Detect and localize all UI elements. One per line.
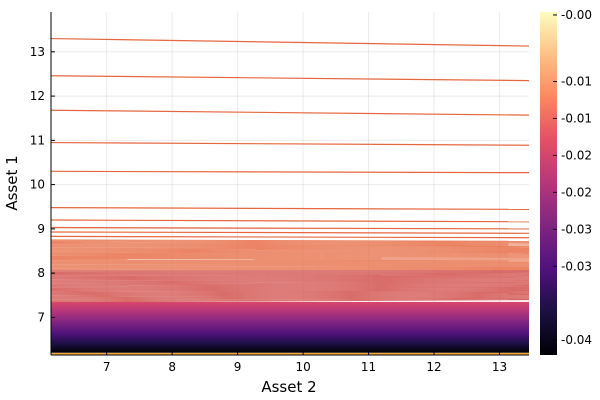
contour-line bbox=[50, 296, 530, 300]
contour-line bbox=[50, 291, 530, 295]
plot-axes bbox=[50, 12, 529, 356]
y-tick-label: 10 bbox=[30, 178, 45, 192]
contour-line bbox=[50, 109, 530, 116]
contour-line bbox=[50, 275, 530, 278]
x-tick-label: 8 bbox=[168, 360, 176, 374]
colorbar: -0.04 -0.03 -0.03 -0.02 -0.02 -0.01 -0.01 -0.00 bbox=[540, 8, 592, 355]
tick-labels: 7 8 9 10 11 12 13 7 8 9 10 11 12 13 bbox=[30, 45, 507, 374]
contour-line bbox=[50, 239, 530, 242]
contour-line bbox=[50, 242, 530, 245]
contour-line bbox=[50, 274, 530, 277]
x-tick-label: 7 bbox=[103, 360, 111, 374]
colorbar-tick-label: -0.03 bbox=[561, 222, 592, 236]
contour-lines bbox=[50, 37, 530, 356]
colorbar-tick-label: -0.00 bbox=[561, 8, 592, 22]
contour-line bbox=[50, 250, 530, 253]
contour-line bbox=[50, 240, 530, 243]
contour-line bbox=[50, 249, 530, 252]
contour-line bbox=[50, 272, 530, 275]
contour-line bbox=[50, 282, 530, 285]
colorbar-gradient bbox=[540, 12, 557, 355]
contour-line bbox=[50, 289, 530, 293]
contour-line bbox=[50, 271, 530, 274]
contour-line bbox=[50, 243, 530, 246]
contour-line bbox=[50, 244, 530, 247]
contour-line bbox=[50, 252, 530, 255]
colorbar-tick-label: -0.02 bbox=[561, 148, 592, 162]
y-tick-label: 11 bbox=[30, 133, 45, 147]
contour-line bbox=[50, 280, 530, 283]
contour-line bbox=[50, 285, 530, 288]
contour-line bbox=[50, 295, 530, 299]
contour-line bbox=[50, 293, 530, 297]
contour-line bbox=[50, 277, 530, 280]
contour-line bbox=[50, 294, 530, 298]
contour-line bbox=[50, 246, 530, 249]
contour-line bbox=[50, 248, 530, 251]
filled-contour-region bbox=[51, 301, 529, 353]
contour-line bbox=[50, 235, 530, 239]
colorbar-tick-label: -0.03 bbox=[561, 259, 592, 273]
contour-line bbox=[50, 219, 530, 223]
contour-line bbox=[50, 283, 530, 286]
colorbar-tick-label: -0.01 bbox=[561, 74, 592, 88]
grid-lines bbox=[51, 12, 529, 355]
x-tick-label: 13 bbox=[492, 360, 507, 374]
contour-line bbox=[50, 170, 530, 174]
contour-line bbox=[50, 141, 530, 146]
colorbar-tick-label: -0.04 bbox=[561, 333, 592, 347]
contour-fills bbox=[51, 301, 529, 353]
contour-line bbox=[50, 276, 530, 279]
colorbar-tick-label: -0.01 bbox=[561, 111, 592, 125]
contour-line bbox=[50, 286, 530, 289]
contour-line bbox=[50, 207, 530, 210]
y-tick-label: 8 bbox=[37, 266, 45, 280]
contour-line bbox=[50, 290, 530, 294]
contour-line bbox=[50, 287, 530, 290]
contour-line bbox=[50, 299, 530, 303]
x-tick-label: 10 bbox=[295, 360, 310, 374]
contour-line bbox=[50, 226, 530, 230]
contour-line bbox=[50, 241, 530, 244]
contour-line bbox=[50, 292, 530, 296]
contour-line bbox=[50, 37, 530, 47]
y-tick-label: 9 bbox=[37, 222, 45, 236]
contour-line bbox=[50, 253, 530, 256]
contour-line bbox=[50, 288, 530, 292]
x-tick-label: 11 bbox=[361, 360, 376, 374]
contour-line bbox=[50, 270, 530, 273]
contour-line bbox=[50, 278, 530, 281]
x-tick-label: 12 bbox=[426, 360, 441, 374]
contour-line bbox=[50, 273, 530, 276]
contour-line bbox=[50, 279, 530, 282]
colorbar-tick-label: -0.02 bbox=[561, 185, 592, 199]
contour-line bbox=[50, 297, 530, 301]
contour-line bbox=[50, 251, 530, 254]
y-tick-label: 12 bbox=[30, 89, 45, 103]
y-axis-label: Asset 1 bbox=[3, 155, 21, 210]
y-tick-label: 13 bbox=[30, 45, 45, 59]
contour-line bbox=[50, 247, 530, 250]
contour-line bbox=[50, 284, 530, 287]
contour-line bbox=[50, 281, 530, 284]
y-tick-label: 7 bbox=[37, 310, 45, 324]
contour-line bbox=[50, 231, 530, 234]
contour-line bbox=[50, 245, 530, 248]
x-axis-label: Asset 2 bbox=[261, 378, 316, 396]
contour-line bbox=[50, 298, 530, 302]
contour-line bbox=[50, 75, 530, 82]
x-tick-label: 9 bbox=[234, 360, 242, 374]
